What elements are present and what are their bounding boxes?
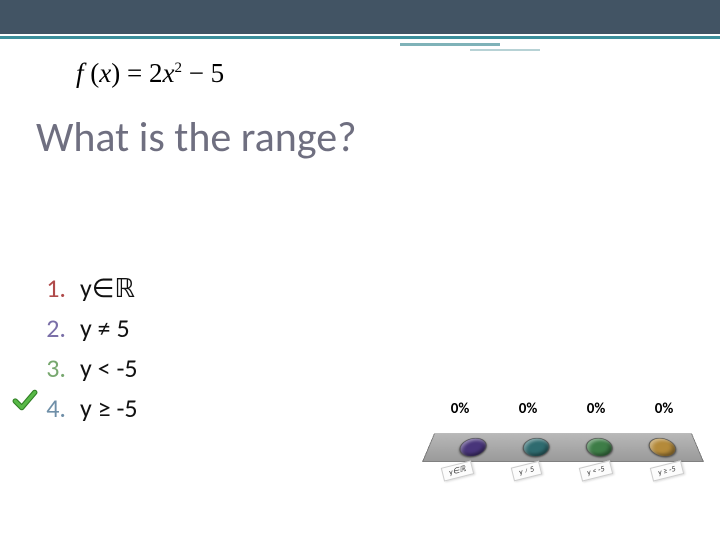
function-equation: f (x) = 2x2 − 5 bbox=[76, 58, 224, 89]
option-number: 2. bbox=[36, 308, 66, 348]
poll-percent: 0% bbox=[655, 400, 674, 418]
poll-tag: y ≠ 5 bbox=[510, 461, 542, 482]
poll-tag: y∈ℝ bbox=[440, 460, 473, 481]
correct-check-icon bbox=[12, 387, 38, 413]
accent-line-2 bbox=[400, 43, 500, 46]
option-text: y < -5 bbox=[80, 348, 138, 388]
option-item[interactable]: 2. y ≠ 5 bbox=[36, 308, 138, 348]
header-bar bbox=[0, 0, 720, 34]
option-item[interactable]: 1. y∈ℝ bbox=[36, 268, 138, 308]
question-title: What is the range? bbox=[36, 112, 357, 163]
poll-tag: y < -5 bbox=[579, 460, 613, 481]
poll-tag: y ≥ -5 bbox=[650, 460, 684, 481]
poll-button[interactable] bbox=[522, 438, 550, 457]
accent-line-1 bbox=[0, 36, 720, 39]
poll-button[interactable] bbox=[457, 438, 489, 457]
options-list: 1. y∈ℝ 2. y ≠ 5 3. y < -5 4. y ≥ -5 bbox=[36, 268, 138, 428]
option-text: y ≠ 5 bbox=[80, 308, 130, 348]
poll-percent: 0% bbox=[451, 400, 470, 418]
option-text: y ≥ -5 bbox=[80, 388, 138, 428]
option-number: 3. bbox=[36, 348, 66, 388]
option-item[interactable]: 4. y ≥ -5 bbox=[36, 388, 138, 428]
poll-percent: 0% bbox=[587, 400, 606, 418]
option-number: 4. bbox=[36, 388, 66, 428]
option-number: 1. bbox=[36, 268, 66, 308]
accent-line-3 bbox=[470, 49, 540, 51]
poll-board bbox=[422, 433, 704, 462]
poll-percent: 0% bbox=[519, 400, 538, 418]
poll-widget: 0%0%0%0% y∈ℝy ≠ 5y < -5y ≥ -5 bbox=[422, 400, 702, 490]
poll-button[interactable] bbox=[646, 438, 679, 457]
poll-labels-row: y∈ℝy ≠ 5y < -5y ≥ -5 bbox=[422, 464, 702, 478]
poll-percent-row: 0% 0% 0% 0% bbox=[426, 400, 698, 418]
option-text: y∈ℝ bbox=[80, 268, 135, 308]
option-item[interactable]: 3. y < -5 bbox=[36, 348, 138, 388]
poll-button[interactable] bbox=[585, 438, 614, 457]
